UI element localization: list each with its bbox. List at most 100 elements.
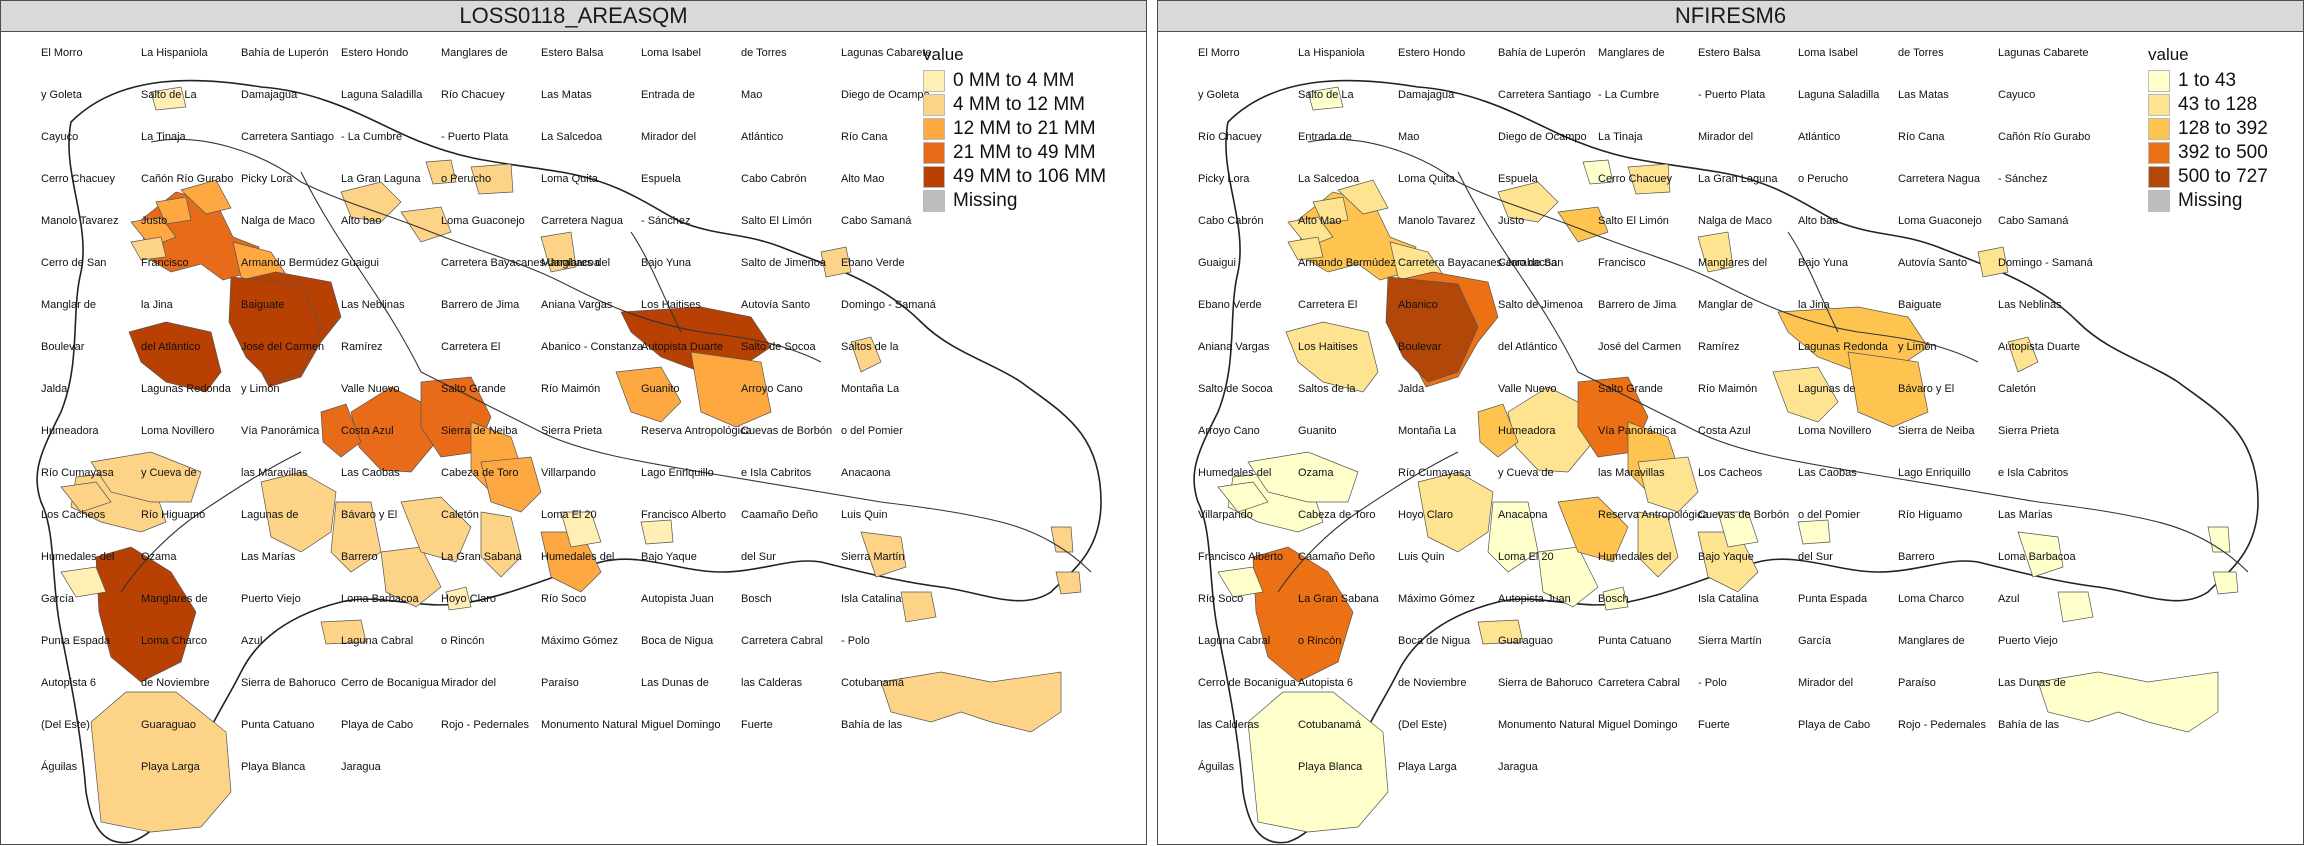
area-label: Autovía Santo [1898,257,1967,269]
area-label: Los Cacheos [41,509,106,521]
area-label: Salto Grande [441,383,506,395]
legend-swatch [2148,166,2170,188]
area-label: Playa de Cabo [341,719,413,731]
area-label: Carretera Bayacanes-Jarabacoa [441,257,601,269]
area-label: Río Maimón [541,383,600,395]
area-label: Guaraguao [141,719,196,731]
protected-area-polygon [540,231,577,273]
area-label: Los Haitises [1298,341,1358,353]
area-label: Estero Balsa [541,47,604,59]
area-label: Anacaona [1498,509,1548,521]
protected-area-polygon [900,591,937,623]
protected-area-polygon [228,276,322,383]
area-label: Abanico - Constanza [541,341,644,353]
area-label: Villarpando [1198,509,1253,521]
legend-swatch [923,118,945,140]
legend-swatch [2148,190,2170,212]
area-label: de Noviembre [141,677,209,689]
area-label: Los Cacheos [1698,467,1763,479]
area-label: Loma Quita [541,173,599,185]
area-label: Estero Hondo [341,47,408,59]
area-label: Carretera Cabral [741,635,823,647]
road-line [630,231,682,333]
legend-label: 12 MM to 21 MM [953,118,1096,139]
area-label: Carretera Cabral [1598,677,1680,689]
area-label: Vía Panorámica [1598,425,1677,437]
area-label: Jaragua [341,761,382,773]
legend-label: 49 MM to 106 MM [953,166,1107,187]
legend-swatch [2148,142,2170,164]
area-label: o del Pomier [841,425,903,437]
area-label: Ramírez [1698,341,1740,353]
protected-area-polygon [155,196,192,225]
area-label: y Cueva de [1498,467,1554,479]
area-label: Bávaro y El [1898,383,1954,395]
area-label: Lagunas de [1798,383,1856,395]
protected-area-polygon [850,336,882,373]
area-label: Humeadora [1498,425,1556,437]
protected-area-polygon [130,216,177,248]
protected-area-polygon [480,456,542,513]
area-label: El Morro [41,47,83,59]
area-label: Cerro de San [1498,257,1563,269]
protected-area-polygon [340,181,402,223]
area-label: Máximo Gómez [541,635,618,647]
protected-area-polygon [1537,546,1599,608]
map-panel-nfire: NFIRESM6 El Morro La Hispaniola Estero Hon… [1157,0,2304,845]
legend-entry: 43 to 128 [2148,93,2268,117]
area-label: Laguna Cabral [1198,635,1270,647]
area-label: El Morro [1198,47,1240,59]
area-label: Rojo - Pedernales [1898,719,1987,731]
area-label: Entrada de [1298,131,1352,143]
area-label: Lagunas Redonda [141,383,232,395]
area-label: Loma Charco [141,635,207,647]
area-label: la Jina [1798,299,1831,311]
area-label: La Gran Sabana [1298,593,1380,605]
area-label: Humedales del [41,551,114,563]
area-label: Carretera Santiago [241,131,334,143]
area-label: Puerto Viejo [1998,635,2058,647]
area-label: Isla Catalina [1698,593,1759,605]
area-label: Cotubanamá [841,677,905,689]
legend-swatch [923,70,945,92]
area-label: Miguel Domingo [1598,719,1677,731]
area-label: Barrero [341,551,378,563]
area-label: Bajo Yaque [641,551,697,563]
area-label: Bajo Yuna [1798,257,1849,269]
area-label: y Limón [241,383,280,395]
protected-area-polygon [690,351,772,428]
area-label: y Goleta [1198,89,1240,101]
legend-title: value [2148,45,2189,64]
area-label: Manglares de [1598,47,1665,59]
protected-area-polygon [90,451,202,503]
area-label: La Hispaniola [1298,47,1366,59]
area-label: Lago Enriquillo [1898,467,1971,479]
area-label: Mirador del [1698,131,1753,143]
area-label: Manglares del [1698,257,1767,269]
protected-area-polygon [1977,246,2009,278]
area-label: Armando Bermúdez [241,257,339,269]
area-label: La Tinaja [141,131,187,143]
legend-label: 500 to 727 [2178,166,2268,187]
map-legend: value 1 to 43 43 to 128 128 to 392 392 to 5… [2148,45,2268,213]
area-label: Alto Mao [1298,215,1341,227]
road-line [1277,451,1459,593]
area-label: Lagunas de [241,509,299,521]
area-label: Lagunas Cabarete [841,47,932,59]
area-label: La Salcedoa [541,131,603,143]
area-label: Nalga de Maco [1698,215,1772,227]
area-label: Ramírez [341,341,383,353]
area-label: Salto de Jimenoa [1498,299,1584,311]
panel-title: NFIRESM6 [1158,1,2303,32]
road-line [420,371,882,503]
area-label: Entrada de [641,89,695,101]
protected-area-polygon [350,386,437,473]
legend-entry: 4 MM to 12 MM [923,93,1106,117]
area-label: Mao [741,89,762,101]
protected-area-polygon [400,206,452,243]
area-label: Atlántico [1798,131,1840,143]
area-label: Salto El Limón [741,215,812,227]
protected-area-polygon [60,566,107,598]
legend-swatch [923,190,945,212]
area-label: Guaigui [341,257,379,269]
